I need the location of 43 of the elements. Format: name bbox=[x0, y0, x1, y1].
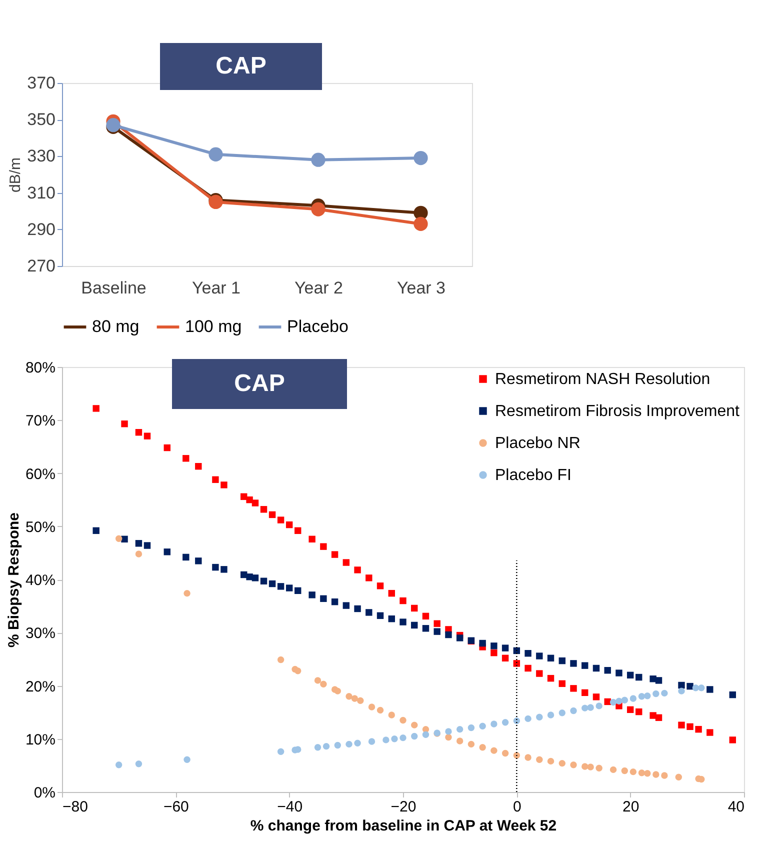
point bbox=[311, 202, 326, 216]
y-tick-label: 60% bbox=[25, 466, 56, 483]
x-tick-label: −40 bbox=[277, 798, 303, 816]
legend-label: Placebo bbox=[287, 317, 348, 336]
point bbox=[414, 216, 428, 231]
y-axis-title: dB/m bbox=[7, 157, 24, 193]
x-tick-label: Year 3 bbox=[396, 278, 446, 298]
x-tick-label: −20 bbox=[390, 798, 416, 816]
y-tick-label: 70% bbox=[25, 412, 56, 430]
legend-label: 80 mg bbox=[92, 317, 140, 336]
chart-title: CAP bbox=[234, 370, 285, 397]
y-tick-label: 290 bbox=[27, 220, 56, 239]
chart-title: CAP bbox=[216, 52, 266, 80]
x-axis-title: % change from baseline in CAP at Week 52 bbox=[250, 818, 557, 834]
y-axis-title: % Biopsy Respone bbox=[5, 512, 22, 648]
y-tick-label: 330 bbox=[27, 146, 56, 166]
y-tick-label: 270 bbox=[27, 256, 56, 276]
y-tick-label: 40% bbox=[25, 572, 56, 589]
point bbox=[208, 147, 223, 162]
legend-label: 100 mg bbox=[185, 317, 242, 336]
y-tick-label: 0% bbox=[34, 784, 56, 802]
y-tick-label: 310 bbox=[27, 183, 56, 202]
legend-label: Resmetirom Fibrosis Improvement bbox=[495, 403, 740, 420]
legend-label: Placebo NR bbox=[495, 435, 580, 452]
x-tick-label: Year 2 bbox=[294, 278, 344, 298]
y-tick-label: 20% bbox=[25, 678, 56, 696]
x-tick-label: −80 bbox=[62, 798, 88, 816]
y-tick-label: 50% bbox=[25, 518, 56, 536]
x-tick-label: Year 1 bbox=[192, 278, 241, 298]
y-tick-label: 350 bbox=[27, 110, 56, 130]
point bbox=[311, 152, 326, 167]
point bbox=[414, 150, 428, 166]
y-tick-label: 10% bbox=[25, 731, 56, 748]
y-tick-label: 370 bbox=[27, 74, 56, 92]
x-tick-label: 20 bbox=[622, 798, 640, 816]
x-tick-label: 0 bbox=[512, 798, 522, 816]
legend-label: Placebo FI bbox=[495, 467, 572, 484]
x-tick-label: −60 bbox=[163, 798, 189, 816]
y-tick-label: 30% bbox=[25, 625, 56, 642]
y-tick-label: 80% bbox=[25, 360, 56, 376]
x-tick-label: Baseline bbox=[81, 278, 146, 298]
legend-label: Resmetirom NASH Resolution bbox=[495, 371, 710, 388]
x-tick-label: 40 bbox=[728, 798, 744, 816]
